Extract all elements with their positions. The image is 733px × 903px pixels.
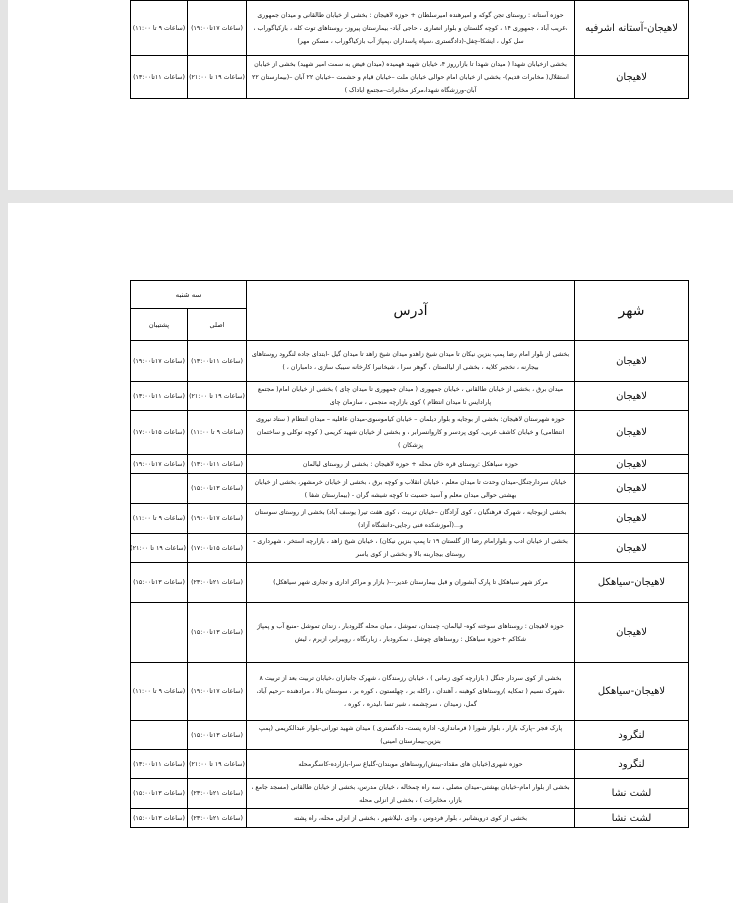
address-cell: بخشی از کوی سردار جنگل ( بازارچه کوی زما…	[246, 662, 575, 721]
outage-schedule-table-continued: لاهیجان-آستانه اشرفیه حوزه آستانه : روستا…	[130, 0, 689, 99]
address-cell: مرکز شهر سیاهکل تا پارک آبشوران و قبل بی…	[246, 562, 575, 603]
city-cell: لاهیجان	[574, 410, 689, 455]
main-time-cell: (ساعات ۱۷تا۱۹:۰۰)	[187, 503, 247, 534]
table-row: لشت نشا بخشی از کوی درویشانبر ، بلوار فرد…	[130, 808, 689, 828]
address-cell: حوزه لاهیجان : روستاهای سوخته کوه- لیالم…	[246, 602, 575, 663]
table-row: لاهیجان-آستانه اشرفیه حوزه آستانه : روستا…	[130, 0, 689, 56]
city-cell: لنگرود	[574, 749, 689, 779]
address-cell: حوزه شهری(خیابان های مقداد-بینش)روستاهای…	[246, 749, 575, 779]
table-row: لاهیجان-سیاهکل بخشی از کوی سردار جنگل ( ب…	[130, 662, 689, 721]
backup-time-cell: (ساعات ۱۵تا۱۷:۰۰)	[130, 410, 188, 455]
table-row: لنگرود پارک فجر –پارک بازار ، بلوار شورا …	[130, 720, 689, 750]
backup-time-cell: (ساعات ۱۳تا۱۵:۰۰)	[130, 562, 188, 603]
city-cell: لاهیجان-سیاهکل	[574, 662, 689, 721]
table-row: لنگرود حوزه شهری(خیابان های مقداد-بینش)رو…	[130, 749, 689, 779]
main-time-cell: (ساعات ۱۱تا۱۳:۰۰)	[187, 454, 247, 474]
address-cell: پارک فجر –پارک بازار ، بلوار شورا ( فرما…	[246, 720, 575, 750]
city-cell: لشت نشا	[574, 778, 689, 809]
table-row: لاهیجان بخشی از بلوار امام رضا پمپ بنزین …	[130, 340, 689, 382]
main-time-cell: (ساعات ۱۳تا۱۵:۰۰)	[187, 473, 247, 504]
address-cell: بخشی از بلوار امام رضا پمپ بنزین نیکان ت…	[246, 340, 575, 382]
main-time-cell: (ساعات ۱۵تا۱۷:۰۰)	[187, 533, 247, 563]
table-row: لاهیجان حوزه شهرستان لاهیجان: بخشی از بوج…	[130, 410, 689, 455]
main-time-cell: (ساعات ۱۹ تا ۲۱:۰۰)	[187, 749, 247, 779]
backup-time-cell	[130, 473, 188, 504]
address-cell: بخشی ازخیابان شهدا ( میدان شهدا تا بازار…	[246, 55, 575, 99]
main-time-cell: (ساعات ۱۷تا۱۹:۰۰)	[187, 0, 247, 56]
backup-time-cell: (ساعات ۱۱تا۱۳:۰۰)	[130, 55, 188, 99]
address-cell: خیابان سردارجنگل-میدان وحدت تا میدان معل…	[246, 473, 575, 504]
city-cell: لشت نشا	[574, 808, 689, 828]
backup-time-cell	[130, 720, 188, 750]
main-time-cell: (ساعات ۱۷تا۱۹:۰۰)	[187, 662, 247, 721]
city-cell: لاهیجان	[574, 602, 689, 663]
table-row: لاهیجان خیابان سردارجنگل-میدان وحدت تا می…	[130, 473, 689, 504]
address-cell: حوزه سیاهکل :روستای قره خان محله + حوزه …	[246, 454, 575, 474]
backup-time-cell: (ساعات ۱۱تا۱۳:۰۰)	[130, 749, 188, 779]
city-cell: لاهیجان	[574, 503, 689, 534]
main-time-cell: (ساعات ۱۹ تا ۲۱:۰۰)	[187, 55, 247, 99]
main-time-cell: (ساعات ۹ تا ۱۱:۰۰)	[187, 410, 247, 455]
table-row: لاهیجان حوزه لاهیجان : روستاهای سوخته کوه…	[130, 602, 689, 663]
city-cell: لاهیجان	[574, 454, 689, 474]
city-cell: لاهیجان-سیاهکل	[574, 562, 689, 603]
main-time-cell: (ساعات ۱۹ تا ۲۱:۰۰)	[187, 381, 247, 411]
city-cell: لاهیجان	[574, 55, 689, 99]
main-time-cell: (ساعات ۱۱تا۱۳:۰۰)	[187, 340, 247, 382]
address-cell: بخشی از کوی درویشانبر ، بلوار فردوس ، وا…	[246, 808, 575, 828]
city-cell: لاهیجان	[574, 473, 689, 504]
table-row: لاهیجان میدان برق ، بخشی از خیابان طالقان…	[130, 381, 689, 411]
header-main: اصلی	[187, 308, 247, 341]
backup-time-cell	[130, 602, 188, 663]
address-cell: حوزه آستانه : روستای تجن گوکه و امیرهنده…	[246, 0, 575, 56]
main-time-cell: (ساعات ۲۱تا۲۳:۰۰)	[187, 562, 247, 603]
backup-time-cell: (ساعات ۱۳تا۱۵:۰۰)	[130, 808, 188, 828]
backup-time-cell: (ساعات ۱۷تا۱۹:۰۰)	[130, 340, 188, 382]
backup-time-cell: (ساعات ۱۱تا۱۳:۰۰)	[130, 381, 188, 411]
main-time-cell: (ساعات ۲۱تا۲۳:۰۰)	[187, 778, 247, 809]
address-cell: بخشی از خیابان ادب و بلوارامام رضا (از گ…	[246, 533, 575, 563]
main-time-cell: (ساعات ۱۳تا۱۵:۰۰)	[187, 602, 247, 663]
city-cell: لاهیجان	[574, 340, 689, 382]
address-cell: بخشی ازبوجایه ، شهرک فرهنگیان ، کوی آزاد…	[246, 503, 575, 534]
table-row: لشت نشا بخشی از بلوار امام-خیابان بهشتی-م…	[130, 778, 689, 809]
backup-time-cell: (ساعات ۱۷تا۱۹:۰۰)	[130, 454, 188, 474]
table-row: لاهیجان بخشی ازخیابان شهدا ( میدان شهدا ت…	[130, 55, 689, 99]
main-time-cell: (ساعات ۲۱تا۲۳:۰۰)	[187, 808, 247, 828]
city-cell: لاهیجان	[574, 381, 689, 411]
city-cell: لاهیجان-آستانه اشرفیه	[574, 0, 689, 56]
backup-time-cell: (ساعات ۹ تا ۱۱:۰۰)	[130, 0, 188, 56]
table-row: لاهیجان حوزه سیاهکل :روستای قره خان محله …	[130, 454, 689, 474]
main-time-cell: (ساعات ۱۳تا۱۵:۰۰)	[187, 720, 247, 750]
backup-time-cell: (ساعات ۱۹ تا ۲۱:۰۰)	[130, 533, 188, 563]
document-page-1: لاهیجان-آستانه اشرفیه حوزه آستانه : روستا…	[8, 0, 733, 190]
outage-schedule-table: شهر آدرس سه شنبه اصلی پشتیبان لاهیجان بخش…	[130, 280, 689, 828]
city-cell: لاهیجان	[574, 533, 689, 563]
table-row: لاهیجان بخشی ازبوجایه ، شهرک فرهنگیان ، ک…	[130, 503, 689, 534]
address-cell: میدان برق ، بخشی از خیابان طالقانی ، خیا…	[246, 381, 575, 411]
backup-time-cell: (ساعات ۱۳تا۱۵:۰۰)	[130, 778, 188, 809]
header-day: سه شنبه	[130, 280, 247, 309]
table-row: لاهیجان بخشی از خیابان ادب و بلوارامام رض…	[130, 533, 689, 563]
header-backup: پشتیبان	[130, 308, 188, 341]
header-address: آدرس	[246, 280, 575, 341]
address-cell: حوزه شهرستان لاهیجان: بخشی از بوجایه و ب…	[246, 410, 575, 455]
table-row: لاهیجان-سیاهکل مرکز شهر سیاهکل تا پارک آب…	[130, 562, 689, 603]
document-page-2: شهر آدرس سه شنبه اصلی پشتیبان لاهیجان بخش…	[8, 203, 733, 903]
header-city: شهر	[574, 280, 689, 341]
address-cell: بخشی از بلوار امام-خیابان بهشتی-میدان مص…	[246, 778, 575, 809]
backup-time-cell: (ساعات ۹ تا ۱۱:۰۰)	[130, 662, 188, 721]
city-cell: لنگرود	[574, 720, 689, 750]
backup-time-cell: (ساعات ۹ تا ۱۱:۰۰)	[130, 503, 188, 534]
